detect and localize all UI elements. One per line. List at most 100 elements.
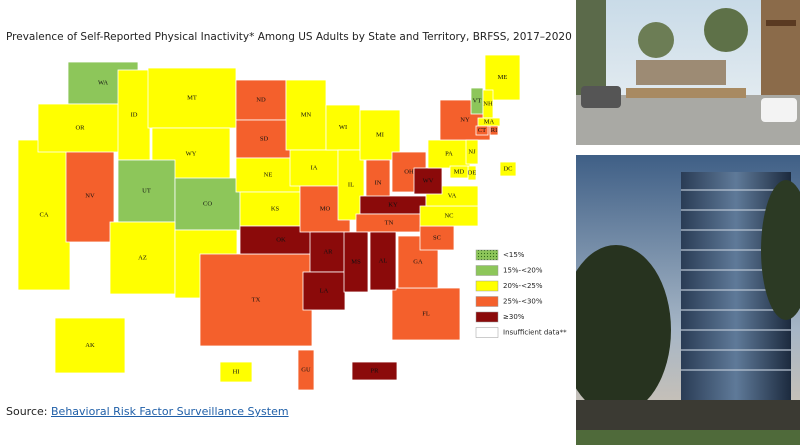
map-title: Prevalence of Self-Reported Physical Ina… bbox=[6, 31, 572, 43]
state-label: OH bbox=[404, 168, 414, 175]
state-label: GU bbox=[301, 366, 311, 373]
state-label: PA bbox=[445, 150, 453, 157]
state bbox=[391, 287, 461, 341]
state-label: MA bbox=[484, 118, 495, 125]
state-label: IL bbox=[348, 181, 354, 188]
state bbox=[65, 149, 115, 243]
state bbox=[351, 361, 398, 381]
legend-label: <15% bbox=[503, 251, 525, 259]
state-label: IA bbox=[311, 164, 318, 171]
state-label: MT bbox=[187, 94, 197, 101]
state-label: CO bbox=[203, 200, 212, 207]
source: Source: Behavioral Risk Factor Surveilla… bbox=[6, 405, 289, 418]
legend-label: 15%-<20% bbox=[503, 267, 543, 275]
legend-label: Insufficient data** bbox=[503, 329, 567, 337]
legend-swatch bbox=[475, 249, 499, 261]
state-label: VA bbox=[448, 192, 457, 199]
photos bbox=[576, 0, 800, 445]
state-label: NE bbox=[264, 171, 273, 178]
state-label: WI bbox=[339, 124, 347, 131]
state-label: LA bbox=[320, 287, 329, 294]
state bbox=[117, 159, 176, 223]
state-label: SD bbox=[260, 135, 269, 142]
state-label: OK bbox=[276, 236, 286, 243]
state-label: MN bbox=[301, 111, 312, 118]
state-label: IN bbox=[375, 179, 382, 186]
state-label: DC bbox=[503, 165, 512, 172]
state-label: GA bbox=[413, 258, 423, 265]
state-label: WY bbox=[186, 150, 197, 157]
legend-label: 20%-<25% bbox=[503, 282, 543, 290]
state bbox=[475, 125, 489, 136]
state-label: NC bbox=[444, 212, 453, 219]
state-label: TN bbox=[385, 219, 394, 226]
state bbox=[109, 221, 176, 295]
state bbox=[413, 167, 443, 195]
state-label: NJ bbox=[468, 148, 476, 155]
state-label: DE bbox=[468, 169, 477, 176]
legend-swatch bbox=[475, 265, 499, 276]
state bbox=[219, 361, 253, 383]
state bbox=[419, 225, 455, 251]
state-label: ND bbox=[256, 96, 266, 103]
street-photo bbox=[576, 0, 800, 145]
state-label: MI bbox=[376, 131, 384, 138]
state-label: NY bbox=[460, 116, 470, 123]
legend-swatch bbox=[475, 327, 499, 338]
legend-swatch bbox=[475, 296, 499, 307]
state-label: TX bbox=[252, 296, 261, 303]
state bbox=[289, 149, 339, 187]
state-label: VT bbox=[473, 97, 482, 104]
state bbox=[17, 139, 71, 291]
state bbox=[477, 117, 501, 127]
state bbox=[54, 317, 126, 374]
building-photo bbox=[576, 155, 800, 445]
state bbox=[37, 103, 123, 153]
state bbox=[369, 231, 397, 291]
source-link[interactable]: Behavioral Risk Factor Surveillance Syst… bbox=[51, 405, 289, 418]
state bbox=[199, 253, 313, 347]
state-label: SC bbox=[433, 234, 441, 241]
state bbox=[235, 119, 293, 159]
state-label: AZ bbox=[138, 254, 147, 261]
state-label: PR bbox=[371, 367, 380, 374]
state-label: NH bbox=[483, 100, 493, 107]
state bbox=[499, 161, 517, 177]
state-label: UT bbox=[142, 187, 151, 194]
state-label: MS bbox=[351, 258, 361, 265]
state-label: ME bbox=[498, 74, 508, 81]
state-label: AR bbox=[323, 248, 333, 255]
state bbox=[285, 79, 327, 151]
state-label: CT bbox=[478, 127, 486, 134]
state-label: RI bbox=[491, 127, 498, 134]
source-prefix: Source: bbox=[6, 405, 48, 418]
state-label: NV bbox=[85, 192, 95, 199]
state bbox=[449, 165, 469, 179]
legend-label: ≥30% bbox=[503, 313, 525, 321]
state-label: WA bbox=[98, 79, 108, 86]
state-label: FL bbox=[422, 310, 430, 317]
state-label: AL bbox=[379, 257, 388, 264]
state bbox=[465, 139, 479, 165]
state-label: AK bbox=[85, 342, 95, 349]
state bbox=[427, 139, 471, 169]
state bbox=[239, 191, 311, 227]
state bbox=[343, 231, 369, 293]
legend-swatch bbox=[475, 311, 499, 323]
state bbox=[147, 67, 237, 129]
legend-label: 25%-<30% bbox=[503, 298, 543, 306]
state-label: MD bbox=[454, 168, 465, 175]
state bbox=[309, 231, 347, 273]
state-label: KY bbox=[388, 201, 398, 208]
state-label: ID bbox=[131, 111, 138, 118]
state-label: WV bbox=[423, 177, 434, 184]
state-label: MO bbox=[320, 205, 331, 212]
map: CANVWAORIDMTWYUTCOAZNMNDSDNEKSTXOKMNIAMO… bbox=[17, 54, 567, 391]
state bbox=[297, 349, 315, 391]
state bbox=[325, 104, 361, 151]
state bbox=[489, 125, 499, 136]
state-label: CA bbox=[39, 211, 48, 218]
state-label: HI bbox=[233, 368, 240, 375]
state-label: OR bbox=[75, 124, 85, 131]
